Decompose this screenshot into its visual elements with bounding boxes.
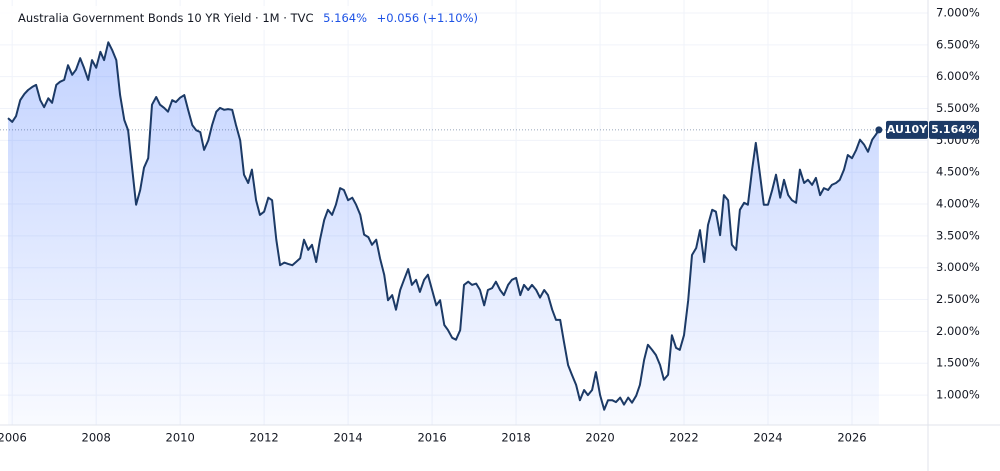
line	[7, 41, 880, 411]
x-tick-label: 2020	[585, 431, 614, 445]
x-tick-label: 2008	[82, 431, 111, 445]
x-tick-label: 2014	[333, 431, 362, 445]
chart-title: Australia Government Bonds 10 YR Yield ·…	[18, 11, 314, 25]
y-tick-label: 7.000%	[936, 5, 980, 19]
y-tick-label: 6.000%	[936, 69, 980, 83]
price-tag-label: 5.164%	[931, 123, 977, 136]
plot	[0, 41, 928, 426]
x-tick-label: 2010	[166, 431, 195, 445]
header-bg	[0, 6, 440, 30]
header: Australia Government Bonds 10 YR Yield ·…	[18, 11, 478, 25]
y-tick-label: 2.500%	[936, 292, 980, 306]
series-tag	[886, 120, 928, 139]
x-tick-label: 2026	[837, 431, 866, 445]
y-tick-label: 5.500%	[936, 101, 980, 115]
y-tick-label: 4.500%	[936, 165, 980, 179]
y-tick-label: 1.000%	[936, 388, 980, 402]
x-tick-label: 2006	[0, 431, 27, 445]
x-tick-label: 2012	[249, 431, 278, 445]
area	[8, 42, 879, 426]
x-tick-label: 2016	[417, 431, 446, 445]
series-name: AU10Y	[887, 123, 928, 136]
y-tick-label: 1.500%	[936, 356, 980, 370]
y-tick-label: 6.500%	[936, 37, 980, 51]
y-tick-label: 3.500%	[936, 228, 980, 242]
last-price: 5.164%	[323, 11, 367, 25]
y-tick-label: 3.000%	[936, 260, 980, 274]
price-tag	[929, 120, 979, 139]
price-change: +0.056 (+1.10%)	[377, 11, 478, 25]
y-tick-label: 2.000%	[936, 324, 980, 338]
x-tick-label: 2018	[501, 431, 530, 445]
x-tick-label: 2024	[753, 431, 782, 445]
y-tick-label: 4.000%	[936, 197, 980, 211]
last-point	[875, 126, 883, 134]
x-tick-label: 2022	[669, 431, 698, 445]
